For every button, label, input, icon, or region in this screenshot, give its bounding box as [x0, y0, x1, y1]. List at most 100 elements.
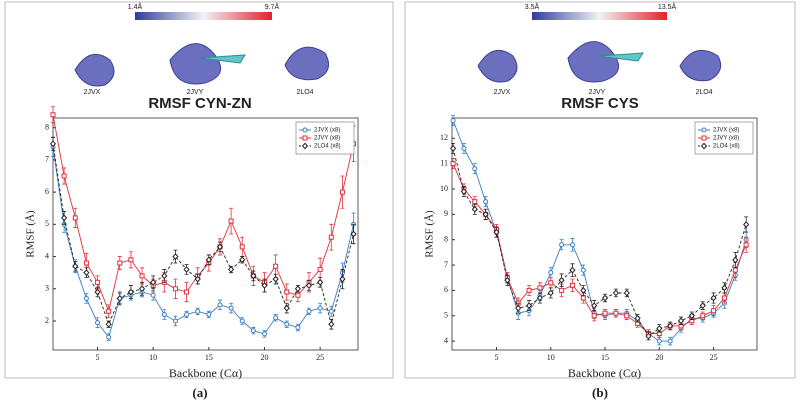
marker — [526, 287, 532, 293]
marker — [261, 331, 267, 337]
marker — [612, 289, 619, 297]
y-tick-label: 6 — [444, 285, 448, 294]
marker — [216, 243, 224, 251]
structure-label: 2JVY — [187, 89, 204, 96]
marker — [328, 234, 334, 240]
marker — [305, 282, 313, 289]
marker — [228, 305, 234, 311]
marker — [471, 205, 478, 213]
marker — [700, 313, 706, 319]
structure-label: 2LO4 — [296, 89, 313, 96]
plot-area — [52, 117, 359, 351]
structure-label: 2JVX — [494, 89, 511, 96]
marker — [83, 295, 89, 301]
marker — [50, 112, 56, 118]
marker — [61, 173, 67, 179]
colorbar — [532, 12, 667, 20]
marker — [461, 145, 467, 151]
legend-marker — [700, 142, 708, 150]
marker — [645, 332, 652, 340]
y-tick-label: 10 — [440, 184, 448, 193]
marker — [559, 287, 565, 293]
marker — [72, 215, 78, 221]
series-line — [452, 163, 747, 334]
marker — [139, 273, 145, 279]
panel-label: (a) — [192, 385, 207, 400]
x-tick-label: 15 — [601, 353, 609, 362]
marker — [623, 289, 630, 297]
marker — [350, 230, 357, 238]
marker — [183, 266, 190, 273]
colorbar-min-label: 3.5Å — [525, 2, 540, 11]
marker — [150, 278, 157, 286]
marker — [732, 256, 739, 264]
marker — [667, 338, 673, 344]
chart-title: RMSF CYN-ZN — [148, 95, 251, 112]
marker — [613, 310, 619, 316]
marker — [472, 199, 478, 205]
y-tick-label: 8 — [45, 122, 49, 131]
marker — [677, 317, 685, 325]
marker — [205, 256, 212, 264]
x-axis-label: Backbone (Cα) — [169, 366, 242, 380]
marker — [483, 199, 489, 205]
marker — [317, 266, 323, 272]
y-tick-label: 5 — [444, 311, 448, 320]
legend-marker — [701, 127, 707, 133]
marker — [591, 313, 597, 319]
marker — [559, 242, 565, 248]
x-tick-label: 25 — [710, 353, 718, 362]
marker — [239, 256, 246, 264]
series-line — [452, 148, 747, 337]
series-line — [52, 143, 354, 326]
marker — [217, 302, 223, 308]
x-tick-label: 10 — [149, 353, 157, 362]
legend-label: 2JVX (x8) — [314, 128, 340, 134]
marker — [206, 312, 212, 318]
legend-marker — [302, 127, 308, 133]
y-tick-label: 5 — [45, 219, 49, 228]
marker — [195, 308, 201, 314]
marker — [721, 284, 728, 292]
marker — [699, 302, 706, 309]
marker — [306, 308, 312, 314]
marker — [117, 260, 123, 266]
marker — [732, 267, 738, 273]
y-tick-label: 7 — [45, 155, 49, 164]
y-tick-label: 9 — [444, 209, 448, 218]
marker — [150, 292, 156, 298]
marker — [184, 312, 190, 318]
marker — [127, 288, 135, 296]
marker — [601, 294, 609, 302]
marker — [548, 270, 554, 276]
chart-title: RMSF CYS — [561, 95, 639, 112]
marker — [161, 272, 168, 280]
legend-label: 2LO4 (x8) — [713, 144, 740, 150]
marker — [138, 285, 146, 293]
marker — [711, 308, 717, 314]
x-tick-label: 15 — [205, 353, 213, 362]
marker — [667, 322, 674, 330]
marker — [624, 313, 630, 319]
marker — [194, 275, 201, 283]
marker — [548, 280, 554, 286]
marker — [537, 285, 543, 291]
marker — [284, 289, 290, 295]
marker — [580, 295, 586, 301]
marker — [536, 294, 543, 302]
marker — [228, 266, 235, 273]
marker — [580, 287, 587, 294]
marker — [328, 308, 334, 314]
colorbar-max-label: 13.5Å — [658, 2, 677, 11]
legend-marker — [701, 135, 707, 141]
y-tick-label: 6 — [45, 187, 49, 196]
marker — [83, 260, 89, 266]
marker — [283, 304, 290, 312]
marker — [525, 302, 533, 309]
marker — [95, 279, 101, 285]
marker — [656, 325, 663, 332]
x-tick-label: 20 — [655, 353, 663, 362]
marker — [504, 276, 511, 284]
marker — [116, 295, 123, 302]
